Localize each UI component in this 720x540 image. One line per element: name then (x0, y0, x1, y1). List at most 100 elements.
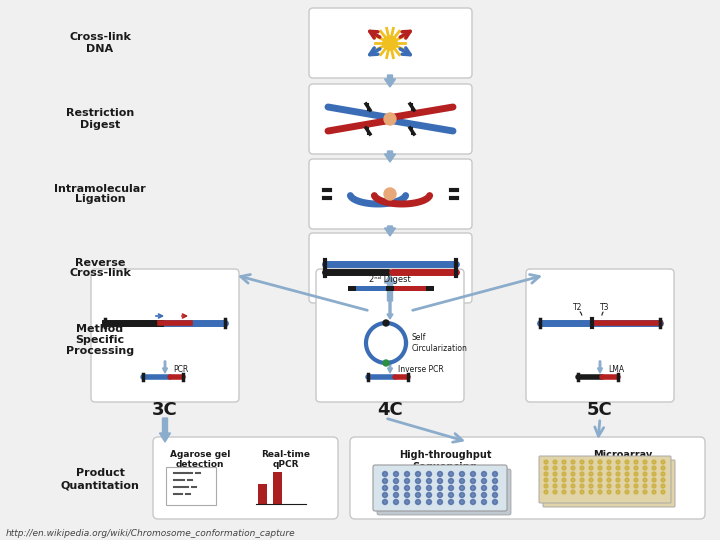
Circle shape (571, 484, 575, 488)
Circle shape (459, 500, 464, 504)
Text: DNA: DNA (86, 44, 114, 53)
Text: PCR: PCR (173, 364, 188, 374)
FancyBboxPatch shape (153, 437, 338, 519)
FancyBboxPatch shape (91, 269, 239, 402)
FancyArrow shape (160, 418, 171, 442)
Circle shape (415, 478, 420, 483)
Circle shape (384, 113, 396, 125)
Circle shape (571, 472, 575, 476)
Circle shape (470, 478, 475, 483)
Circle shape (598, 460, 602, 464)
Circle shape (661, 484, 665, 488)
FancyArrow shape (163, 361, 168, 373)
Circle shape (589, 466, 593, 470)
Circle shape (562, 490, 566, 494)
Text: T2: T2 (573, 302, 582, 312)
Circle shape (459, 492, 464, 497)
FancyArrow shape (384, 226, 395, 236)
FancyBboxPatch shape (309, 233, 472, 303)
Circle shape (382, 471, 387, 476)
Circle shape (553, 478, 557, 482)
Circle shape (459, 471, 464, 476)
Circle shape (634, 460, 638, 464)
Bar (356, 286, 386, 291)
Circle shape (643, 466, 647, 470)
Circle shape (405, 485, 410, 490)
Circle shape (580, 484, 584, 488)
Circle shape (544, 466, 548, 470)
Circle shape (459, 478, 464, 483)
FancyBboxPatch shape (547, 464, 679, 511)
Circle shape (382, 478, 387, 483)
Circle shape (589, 472, 593, 476)
Circle shape (580, 460, 584, 464)
Circle shape (589, 460, 593, 464)
Text: Reverse: Reverse (75, 258, 125, 267)
Circle shape (652, 466, 656, 470)
Circle shape (383, 36, 397, 50)
FancyArrow shape (387, 294, 393, 319)
FancyBboxPatch shape (309, 159, 472, 229)
Circle shape (394, 500, 398, 504)
FancyBboxPatch shape (377, 469, 511, 515)
Circle shape (625, 490, 629, 494)
Circle shape (553, 472, 557, 476)
Circle shape (383, 360, 389, 366)
Circle shape (589, 478, 593, 482)
Circle shape (438, 485, 443, 490)
FancyArrow shape (384, 75, 395, 87)
Circle shape (652, 478, 656, 482)
Text: 3C: 3C (152, 401, 178, 419)
Circle shape (562, 472, 566, 476)
Circle shape (544, 484, 548, 488)
Circle shape (405, 500, 410, 504)
Circle shape (562, 466, 566, 470)
Circle shape (544, 472, 548, 476)
FancyBboxPatch shape (526, 269, 674, 402)
FancyArrow shape (384, 275, 395, 301)
Circle shape (598, 472, 602, 476)
Circle shape (383, 320, 389, 326)
Circle shape (598, 466, 602, 470)
Circle shape (616, 460, 620, 464)
Circle shape (571, 478, 575, 482)
Circle shape (598, 478, 602, 482)
Circle shape (449, 478, 454, 483)
Circle shape (607, 490, 611, 494)
Circle shape (426, 485, 431, 490)
Circle shape (470, 471, 475, 476)
Circle shape (394, 471, 398, 476)
Circle shape (415, 492, 420, 497)
Circle shape (616, 490, 620, 494)
Circle shape (607, 478, 611, 482)
Circle shape (544, 490, 548, 494)
Bar (394, 286, 426, 291)
FancyBboxPatch shape (309, 84, 472, 154)
Circle shape (580, 478, 584, 482)
Circle shape (482, 478, 487, 483)
Text: Method: Method (76, 324, 124, 334)
Text: Intramolecular: Intramolecular (54, 184, 146, 193)
Text: Ligation: Ligation (75, 194, 125, 205)
Circle shape (382, 500, 387, 504)
Text: Inverse PCR: Inverse PCR (398, 364, 444, 374)
Circle shape (426, 478, 431, 483)
Circle shape (553, 466, 557, 470)
FancyArrow shape (598, 361, 603, 373)
Bar (258, 484, 267, 504)
Circle shape (580, 490, 584, 494)
Circle shape (449, 492, 454, 497)
Circle shape (492, 485, 498, 490)
Text: Agarose gel
detection: Agarose gel detection (170, 450, 230, 469)
Circle shape (470, 485, 475, 490)
Circle shape (562, 478, 566, 482)
Text: Specific: Specific (76, 335, 125, 345)
Circle shape (438, 471, 443, 476)
Text: Real-time
qPCR: Real-time qPCR (261, 450, 310, 469)
Circle shape (394, 478, 398, 483)
Circle shape (634, 472, 638, 476)
Circle shape (438, 478, 443, 483)
Circle shape (652, 472, 656, 476)
Circle shape (616, 472, 620, 476)
Circle shape (405, 478, 410, 483)
